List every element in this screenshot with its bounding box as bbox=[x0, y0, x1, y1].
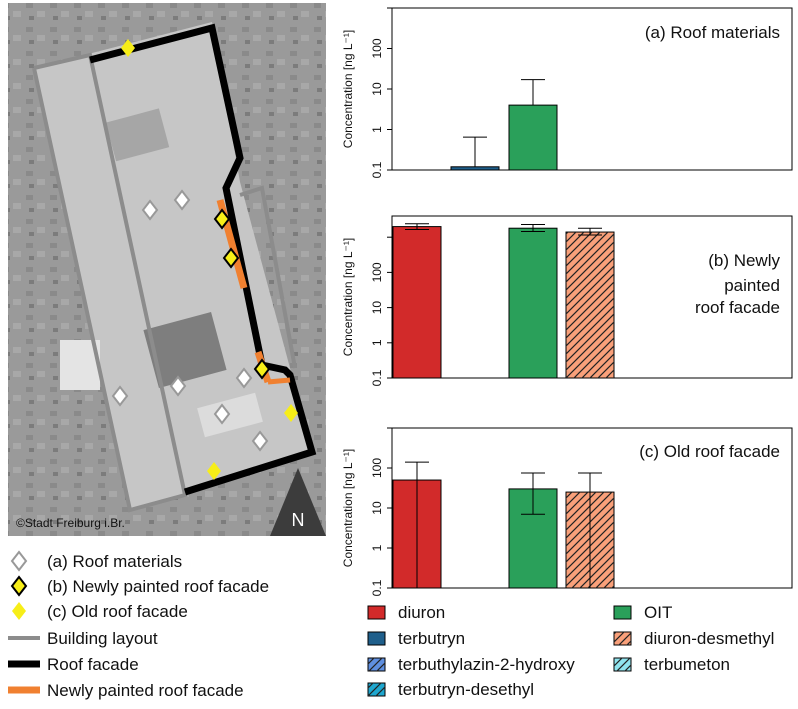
bar-diuron bbox=[392, 226, 442, 379]
y-tick-label: 100 bbox=[370, 38, 384, 58]
roof-structure-4 bbox=[197, 392, 263, 438]
sampling-marker-a bbox=[235, 367, 253, 389]
building-roof bbox=[34, 22, 310, 510]
y-axis-label: Concentration [ng L⁻¹] bbox=[341, 238, 355, 356]
y-tick-label: 100 bbox=[370, 458, 384, 478]
y-tick-label: 1 bbox=[370, 339, 384, 346]
legend-swatch-hatch-terbumeton bbox=[614, 658, 631, 671]
legend-label-terbumeton: terbumeton bbox=[644, 655, 730, 674]
y-tick-label: 0.1 bbox=[370, 579, 384, 596]
sampling-marker-a bbox=[169, 375, 187, 397]
legend-newly-painted-icon bbox=[10, 575, 28, 597]
y-tick-label: 1 bbox=[370, 126, 384, 133]
legend-label-building-layout: Building layout bbox=[47, 629, 158, 648]
legend-roof-materials-icon bbox=[10, 550, 28, 572]
legend-swatch-terbutryn bbox=[367, 631, 386, 646]
sampling-marker-a bbox=[251, 430, 269, 452]
bar-hatch-diuron-desmethyl bbox=[566, 232, 614, 378]
legend-label-old-roof: (c) Old roof facade bbox=[47, 602, 188, 621]
legend-swatch-OIT bbox=[613, 605, 632, 620]
chart-title: painted bbox=[724, 276, 780, 295]
legend-label-diuron: diuron bbox=[398, 603, 445, 622]
chart-panel-0: 0.1 1 10 100 Concentration [ng L⁻¹] (a) Roof … bbox=[341, 7, 793, 178]
north-label: N bbox=[292, 510, 305, 530]
sampling-marker-a bbox=[111, 385, 129, 407]
y-tick-label: 0.1 bbox=[370, 369, 384, 386]
chart-title: roof facade bbox=[695, 298, 780, 317]
chart-panel-2: 0.1 1 10 100 Concentration [ng L⁻¹] (c) Old r… bbox=[341, 427, 793, 596]
roof-structure-2 bbox=[143, 311, 227, 389]
bar-terbutryn bbox=[450, 166, 500, 171]
y-axis-label: Concentration [ng L⁻¹] bbox=[341, 30, 355, 148]
y-tick-label: 100 bbox=[370, 262, 384, 282]
legend-label-roof-facade: Roof facade bbox=[47, 655, 139, 674]
y-tick-label: 10 bbox=[370, 501, 384, 515]
chart-title: (c) Old roof facade bbox=[639, 442, 780, 461]
legend-swatch-hatch-terbutryn-desethyl bbox=[368, 683, 385, 696]
legend-swatch-hatch-terbuthylazin-2-hydroxy bbox=[368, 658, 385, 671]
chart-title: (b) Newly bbox=[708, 251, 780, 270]
legend-label-diuron-desmethyl: diuron-desmethyl bbox=[644, 629, 774, 648]
north-arrow-icon bbox=[270, 468, 326, 536]
legend-swatch-hatch-diuron-desmethyl bbox=[614, 632, 631, 645]
map-legend: (a) Roof materials (b) Newly painted roo… bbox=[8, 550, 269, 700]
sampling-marker-b bbox=[253, 358, 271, 380]
sampling-marker-a bbox=[213, 403, 231, 425]
sampling-marker-c bbox=[284, 404, 298, 422]
chart-title: (a) Roof materials bbox=[645, 23, 780, 42]
series-legend: diuron OIT terbutryn diuron-desmethyl terbut… bbox=[367, 603, 774, 699]
y-tick-label: 0.1 bbox=[370, 161, 384, 178]
legend-label-newly-painted-line: Newly painted roof facade bbox=[47, 681, 244, 700]
sampling-marker-c bbox=[207, 462, 221, 480]
building-layout-line bbox=[32, 52, 188, 513]
sampling-markers bbox=[111, 39, 298, 480]
bar-OIT bbox=[508, 104, 558, 171]
legend-label-terbutryn-desethyl: terbutryn-desethyl bbox=[398, 680, 534, 699]
bar-OIT bbox=[508, 227, 558, 379]
y-tick-label: 10 bbox=[370, 301, 384, 315]
legend-old-roof-icon bbox=[12, 602, 26, 620]
legend-swatch-diuron bbox=[367, 605, 386, 620]
roof-structure-1 bbox=[105, 108, 170, 162]
building-layout-line-2 bbox=[239, 185, 297, 369]
sampling-marker-b bbox=[222, 247, 240, 269]
legend-label-terbuthylazin-2-hydroxy: terbuthylazin-2-hydroxy bbox=[398, 655, 575, 674]
sampling-marker-c bbox=[121, 39, 135, 57]
chart-panel-1: 0.1 1 10 100 Concentration [ng L⁻¹] (b) Newly… bbox=[341, 215, 793, 386]
sampling-marker-a bbox=[141, 199, 159, 221]
y-axis-label: Concentration [ng L⁻¹] bbox=[341, 449, 355, 567]
sampling-marker-a bbox=[173, 189, 191, 211]
legend-label-roof-materials: (a) Roof materials bbox=[47, 552, 182, 571]
legend-label-newly-painted: (b) Newly painted roof facade bbox=[47, 577, 269, 596]
y-tick-label: 1 bbox=[370, 544, 384, 551]
sampling-marker-b bbox=[213, 208, 231, 230]
y-tick-label: 10 bbox=[370, 82, 384, 96]
legend-label-OIT: OIT bbox=[644, 603, 672, 622]
newly-painted-facade-line-3 bbox=[267, 377, 291, 385]
legend-label-terbutryn: terbutryn bbox=[398, 629, 465, 648]
copyright-text: ©Stadt Freiburg i.Br. bbox=[16, 516, 125, 530]
